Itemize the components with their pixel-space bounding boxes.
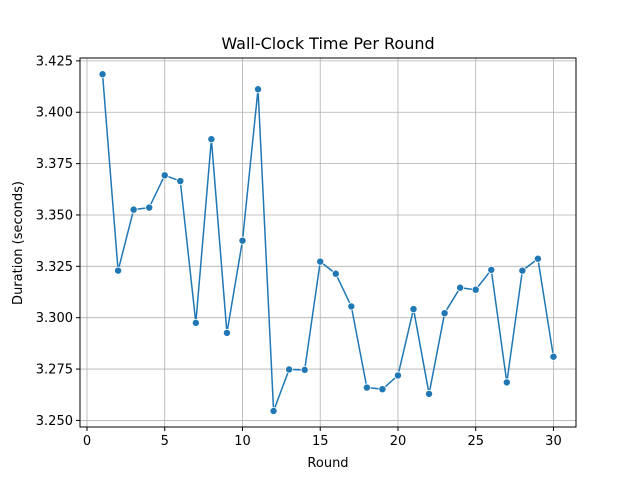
data-point (409, 305, 418, 314)
data-point (145, 203, 154, 212)
y-tick-label: 3.325 (36, 260, 73, 275)
data-point (331, 269, 340, 278)
data-point (518, 266, 527, 275)
y-tick-label: 3.275 (36, 363, 73, 378)
x-tick-label: 25 (467, 434, 484, 449)
y-tick-label: 3.425 (36, 54, 73, 69)
data-point (393, 371, 402, 380)
grid-lines (80, 58, 576, 427)
data-point (533, 254, 542, 263)
data-point (502, 378, 511, 387)
y-tick-label: 3.350 (36, 208, 73, 223)
x-tick-label: 10 (234, 434, 251, 449)
data-point (114, 266, 123, 275)
y-axis-label: Duration (seconds) (11, 181, 26, 305)
series-line (98, 70, 558, 415)
y-tick-label: 3.300 (36, 311, 73, 326)
data-point (176, 177, 185, 186)
data-point (456, 283, 465, 292)
axis-ticks: 0 5 10 15 20 25 30 3.250 3.275 3.300 3.325 3.350 3.3… (36, 54, 562, 449)
data-point (425, 389, 434, 398)
data-point (440, 309, 449, 318)
plot-frame (79, 57, 577, 428)
data-point (254, 85, 263, 94)
data-point (160, 171, 169, 180)
x-tick-label: 15 (312, 434, 329, 449)
data-point (222, 328, 231, 337)
data-point (378, 385, 387, 394)
data-point (191, 318, 200, 327)
y-tick-label: 3.250 (36, 414, 73, 429)
x-tick-label: 30 (545, 434, 562, 449)
data-point (362, 383, 371, 392)
data-point (207, 135, 216, 144)
series-polyline (101, 74, 555, 412)
data-point (347, 302, 356, 311)
y-tick-label: 3.400 (36, 106, 73, 121)
data-point (471, 285, 480, 294)
data-point (487, 265, 496, 274)
data-point (129, 205, 138, 214)
data-point (285, 365, 294, 374)
chart-title: Wall-Clock Time Per Round (221, 34, 434, 53)
y-tick-label: 3.375 (36, 157, 73, 172)
x-axis-label: Round (307, 456, 348, 471)
data-point (238, 236, 247, 245)
x-tick-label: 5 (161, 434, 169, 449)
data-point (549, 352, 558, 361)
data-point (300, 365, 309, 374)
data-point (98, 70, 107, 79)
axes-frame (79, 57, 577, 428)
data-point (316, 257, 325, 266)
x-tick-label: 0 (83, 434, 91, 449)
x-tick-label: 20 (390, 434, 407, 449)
data-point (269, 406, 278, 415)
